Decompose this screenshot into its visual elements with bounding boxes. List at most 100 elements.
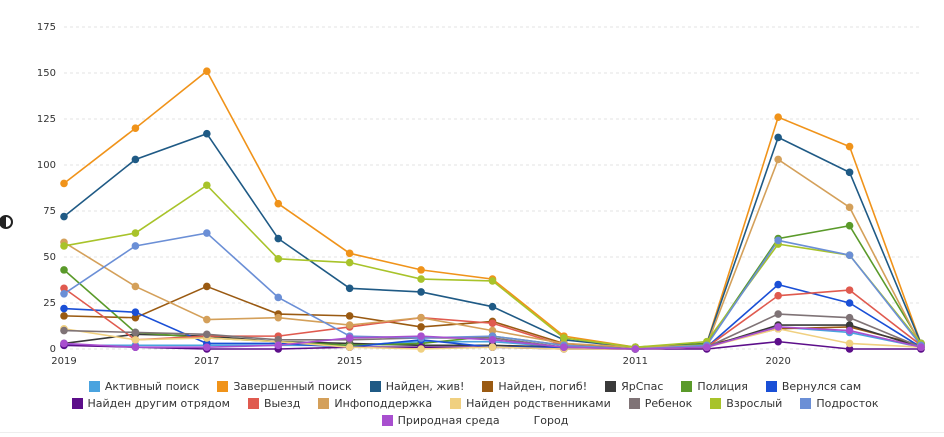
- point: [60, 179, 68, 188]
- point: [488, 302, 497, 311]
- point: [417, 332, 425, 340]
- theme-icon: [0, 215, 13, 229]
- point: [345, 321, 354, 329]
- point: [774, 310, 782, 318]
- legend-item[interactable]: Найден родственниками: [450, 396, 611, 410]
- point: [845, 313, 854, 322]
- legend-item[interactable]: Ребенок: [628, 396, 693, 410]
- x-tick-label: 2011: [623, 356, 648, 367]
- legend-item[interactable]: Завершенный поиск: [217, 379, 352, 393]
- point: [845, 251, 854, 259]
- point: [60, 326, 68, 335]
- legend-item[interactable]: Город: [517, 413, 569, 427]
- legend-item[interactable]: Найден, погиб!: [482, 379, 587, 393]
- point: [274, 313, 283, 322]
- legend-item[interactable]: Подросток: [800, 396, 878, 410]
- legend-label: Завершенный поиск: [233, 379, 352, 393]
- legend-swatch: [605, 380, 617, 392]
- legend-label: Взрослый: [726, 396, 783, 410]
- legend-swatch: [628, 397, 640, 409]
- point: [131, 282, 140, 291]
- point: [274, 293, 283, 302]
- point: [417, 266, 425, 274]
- point: [774, 337, 782, 346]
- chart: 0 25 50 75 100 125 150 175 2019 2017 2015 2013 2011 2…: [0, 22, 925, 367]
- point: [917, 343, 925, 351]
- point: [60, 304, 68, 313]
- point: [345, 258, 354, 267]
- point: [488, 326, 497, 335]
- x-tick-label: 2019: [51, 356, 76, 367]
- y-tick-label: 175: [37, 22, 56, 33]
- legend-label: Найден другим отрядом: [87, 396, 230, 410]
- legend-item[interactable]: Полиция: [681, 379, 748, 393]
- point: [774, 236, 782, 245]
- legend-label: Ребенок: [644, 396, 693, 410]
- point: [774, 323, 782, 331]
- legend-label: ЯрСпас: [621, 379, 664, 393]
- point: [203, 181, 211, 190]
- legend-swatch: [800, 397, 812, 409]
- point: [560, 343, 568, 351]
- point: [274, 234, 283, 243]
- legend-swatch: [318, 397, 330, 409]
- legend-label: Город: [533, 413, 569, 427]
- point: [845, 168, 854, 177]
- legend-label: Найден, погиб!: [498, 379, 588, 393]
- point: [345, 343, 354, 351]
- point: [560, 334, 568, 342]
- point: [274, 336, 283, 344]
- point: [60, 290, 68, 298]
- legend-label: Активный поиск: [104, 379, 200, 393]
- legend-item[interactable]: Природная среда: [381, 413, 500, 427]
- point: [131, 308, 140, 317]
- point: [702, 343, 711, 351]
- point: [274, 341, 283, 350]
- point: [488, 343, 497, 351]
- point: [131, 313, 140, 322]
- legend-label: Полиция: [697, 379, 748, 393]
- legend-label: Инфоподдержка: [334, 396, 433, 410]
- legend-item[interactable]: Найден, жив!: [369, 379, 465, 393]
- point: [417, 288, 425, 296]
- legend-item[interactable]: Активный поиск: [88, 379, 200, 393]
- legend-item[interactable]: Найден другим отрядом: [71, 396, 230, 410]
- x-tick-label: 2013: [480, 356, 505, 367]
- legend-label: Вернулся сам: [781, 379, 862, 393]
- legend-swatch: [710, 397, 722, 409]
- legend-swatch: [681, 380, 693, 392]
- point: [345, 284, 354, 293]
- point: [203, 330, 211, 339]
- point: [60, 242, 68, 250]
- point: [488, 277, 497, 285]
- y-tick-label: 50: [43, 252, 56, 263]
- legend-label: Природная среда: [397, 413, 500, 427]
- point: [203, 129, 211, 138]
- point: [774, 291, 782, 300]
- y-tick-label: 150: [37, 68, 56, 79]
- legend-item[interactable]: Взрослый: [710, 396, 782, 410]
- point: [274, 199, 283, 208]
- legend-item[interactable]: Инфоподдержка: [318, 396, 432, 410]
- legend-swatch: [517, 414, 529, 426]
- divider: [0, 432, 944, 433]
- point: [488, 336, 497, 344]
- point: [60, 312, 68, 320]
- y-tick-label: 100: [37, 160, 56, 171]
- point: [845, 321, 854, 329]
- point: [845, 299, 854, 307]
- point: [60, 212, 68, 221]
- y-tick-label: 25: [43, 298, 56, 309]
- x-tick-label: 2015: [337, 356, 362, 367]
- point: [131, 343, 140, 351]
- legend-item[interactable]: Выезд: [247, 396, 300, 410]
- point: [60, 284, 68, 293]
- y-tick-label: 0: [50, 344, 56, 355]
- legend-item[interactable]: Вернулся сам: [765, 379, 862, 393]
- point: [845, 203, 854, 212]
- legend-swatch: [482, 380, 494, 392]
- legend-item[interactable]: ЯрСпас: [605, 379, 663, 393]
- legend-label: Найден, жив!: [385, 379, 465, 393]
- x-tick-label: 2020: [765, 356, 790, 367]
